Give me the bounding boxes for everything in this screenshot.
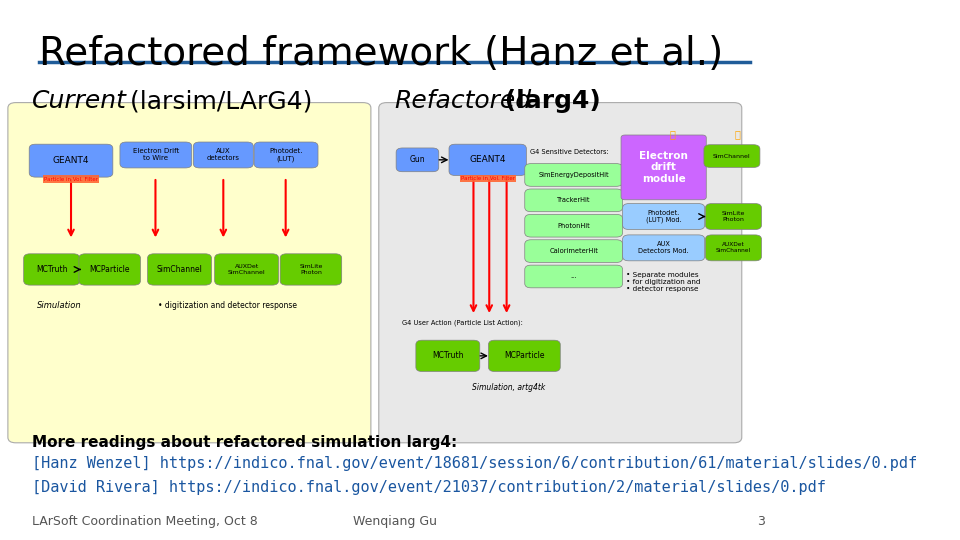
Text: AUX
Detectors Mod.: AUX Detectors Mod.: [638, 241, 689, 254]
Text: 🙂: 🙂: [669, 129, 675, 139]
FancyBboxPatch shape: [525, 164, 623, 186]
Text: • Separate modules
• for digitization and
• detector response: • Separate modules • for digitization an…: [626, 272, 700, 292]
Text: GEANT4: GEANT4: [469, 156, 506, 164]
Text: Wenqiang Gu: Wenqiang Gu: [352, 515, 437, 528]
Text: [Hanz Wenzel] https://indico.fnal.gov/event/18681/session/6/contribution/61/mate: [Hanz Wenzel] https://indico.fnal.gov/ev…: [32, 456, 917, 471]
Text: AUXDet
SimChannel: AUXDet SimChannel: [716, 242, 751, 253]
FancyBboxPatch shape: [29, 144, 113, 177]
Text: ...: ...: [570, 273, 577, 280]
Text: Particle in Vol. Filter: Particle in Vol. Filter: [44, 177, 98, 181]
FancyBboxPatch shape: [215, 254, 278, 285]
Text: SimChannel: SimChannel: [713, 153, 751, 159]
Text: 🙂: 🙂: [734, 129, 740, 139]
FancyBboxPatch shape: [379, 103, 742, 443]
Text: Photodet.
(LUT) Mod.: Photodet. (LUT) Mod.: [646, 210, 682, 224]
FancyBboxPatch shape: [525, 265, 623, 288]
FancyBboxPatch shape: [193, 142, 253, 168]
Text: Photodet.
(LUT): Photodet. (LUT): [270, 148, 302, 162]
FancyBboxPatch shape: [621, 135, 707, 200]
Text: Gun: Gun: [410, 156, 425, 164]
FancyBboxPatch shape: [706, 235, 761, 261]
FancyBboxPatch shape: [8, 103, 371, 443]
FancyBboxPatch shape: [24, 254, 80, 285]
FancyBboxPatch shape: [489, 340, 561, 372]
Text: (larsim/LArG4): (larsim/LArG4): [122, 89, 313, 113]
Text: AUX
detectors: AUX detectors: [206, 148, 240, 161]
FancyBboxPatch shape: [706, 204, 761, 230]
Text: CalorimeterHit: CalorimeterHit: [549, 248, 598, 254]
Text: PhotonHit: PhotonHit: [558, 222, 590, 229]
FancyBboxPatch shape: [120, 142, 192, 168]
Text: Refactored: Refactored: [395, 89, 532, 113]
FancyBboxPatch shape: [704, 145, 760, 167]
FancyBboxPatch shape: [525, 240, 623, 262]
FancyBboxPatch shape: [79, 254, 140, 285]
Text: Electron
drift
module: Electron drift module: [639, 151, 688, 184]
Text: SimLite
Photon: SimLite Photon: [722, 211, 745, 222]
Text: Refactored framework (Hanz et al.): Refactored framework (Hanz et al.): [39, 35, 724, 73]
Text: Simulation: Simulation: [36, 301, 82, 310]
Text: TrackerHit: TrackerHit: [557, 197, 590, 204]
Text: [David Rivera] https://indico.fnal.gov/event/21037/contribution/2/material/slide: [David Rivera] https://indico.fnal.gov/e…: [32, 480, 826, 495]
FancyBboxPatch shape: [396, 148, 439, 172]
Text: Electron Drift
to Wire: Electron Drift to Wire: [132, 148, 179, 161]
FancyBboxPatch shape: [416, 340, 480, 372]
Text: (larg4): (larg4): [495, 89, 600, 113]
FancyBboxPatch shape: [148, 254, 211, 285]
Text: MCTruth: MCTruth: [36, 265, 67, 274]
FancyBboxPatch shape: [623, 235, 705, 261]
Text: G4 User Action (Particle List Action):: G4 User Action (Particle List Action):: [402, 320, 523, 326]
Text: AUXDet
SimChannel: AUXDet SimChannel: [228, 264, 265, 275]
FancyBboxPatch shape: [254, 142, 318, 168]
Text: • digitization and detector response: • digitization and detector response: [157, 301, 297, 310]
Text: 3: 3: [757, 515, 765, 528]
Text: MCParticle: MCParticle: [89, 265, 130, 274]
Text: SimEnergyDepositHit: SimEnergyDepositHit: [539, 172, 609, 178]
Text: MCTruth: MCTruth: [432, 352, 464, 360]
FancyBboxPatch shape: [623, 204, 705, 230]
Text: More readings about refactored simulation larg4:: More readings about refactored simulatio…: [32, 435, 457, 450]
FancyBboxPatch shape: [449, 144, 526, 176]
FancyBboxPatch shape: [525, 189, 623, 212]
Text: SimChannel: SimChannel: [156, 265, 203, 274]
FancyBboxPatch shape: [280, 254, 342, 285]
Text: MCParticle: MCParticle: [504, 352, 544, 360]
Text: Current: Current: [32, 89, 127, 113]
Text: Particle in Vol. Filter: Particle in Vol. Filter: [461, 176, 515, 181]
FancyBboxPatch shape: [525, 214, 623, 237]
Text: G4 Sensitive Detectors:: G4 Sensitive Detectors:: [530, 149, 609, 156]
Text: Simulation, artg4tk: Simulation, artg4tk: [472, 383, 545, 393]
Text: LArSoft Coordination Meeting, Oct 8: LArSoft Coordination Meeting, Oct 8: [32, 515, 257, 528]
Text: SimLite
Photon: SimLite Photon: [300, 264, 323, 275]
Text: GEANT4: GEANT4: [53, 156, 89, 165]
